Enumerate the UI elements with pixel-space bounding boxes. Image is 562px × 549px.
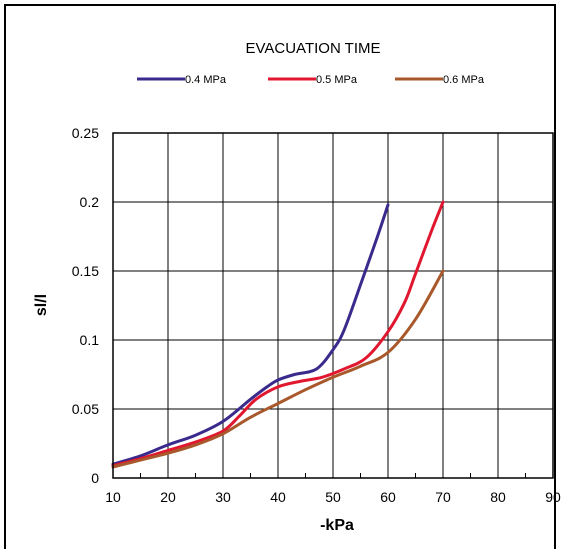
y-tick-label: 0.05 [72, 401, 99, 417]
x-axis-label: -kPa [320, 517, 354, 534]
x-tick-label: 10 [105, 489, 121, 505]
y-tick-label: 0.1 [80, 332, 100, 348]
series-line [111, 200, 445, 468]
chart-frame [4, 4, 556, 549]
chart-title: EVACUATION TIME [245, 40, 380, 57]
x-tick-label: 80 [490, 489, 506, 505]
x-tick-label: 70 [435, 489, 451, 505]
x-tick-label: 90 [545, 489, 561, 505]
x-tick-label: 60 [380, 489, 396, 505]
series-line [111, 269, 445, 469]
legend-label: 0.4 MPa [185, 74, 227, 86]
legend: 0.4 MPa 0.5 MPa 0.6 MPa [137, 74, 485, 86]
y-tick-label: 0.2 [80, 194, 100, 210]
axis-ticks: 10 20 30 40 50 60 70 80 90 0 0.05 0.1 0.15 0.2 0.25 [72, 125, 561, 505]
x-tick-label: 40 [270, 489, 286, 505]
series-lines [111, 200, 445, 469]
x-tick-label: 30 [215, 489, 231, 505]
legend-label: 0.5 MPa [316, 74, 358, 86]
plot-area [112, 132, 554, 479]
x-tick-label: 50 [325, 489, 341, 505]
y-axis-label: sl/l [33, 294, 50, 316]
series-line [111, 203, 390, 466]
x-tick-label: 20 [160, 489, 176, 505]
legend-label: 0.6 MPa [443, 74, 485, 86]
y-tick-label: 0 [91, 470, 99, 486]
grid [113, 133, 553, 478]
y-tick-label: 0.15 [72, 263, 99, 279]
y-tick-label: 0.25 [72, 125, 99, 141]
